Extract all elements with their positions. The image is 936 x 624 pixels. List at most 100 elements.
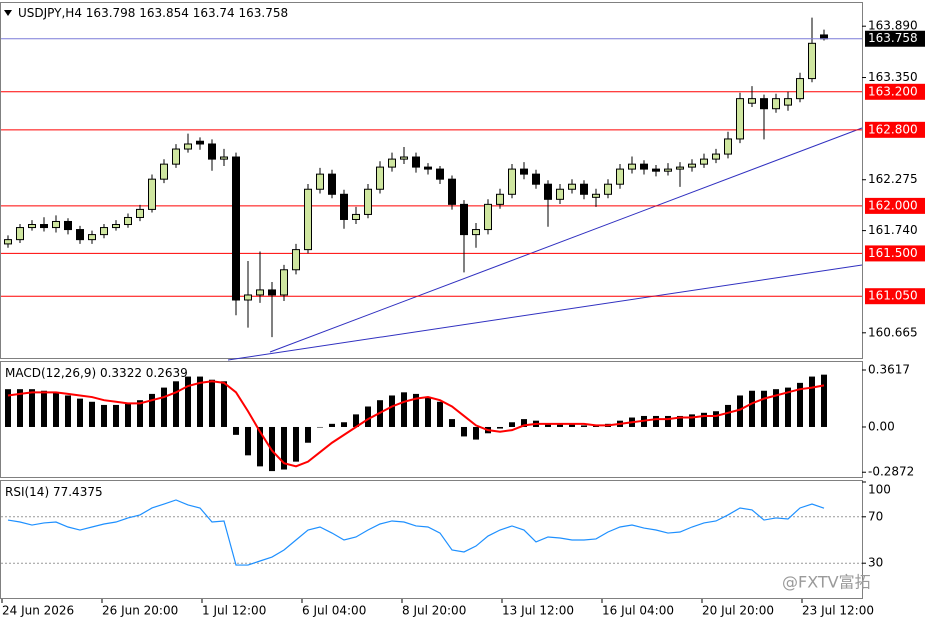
macd-bar	[29, 389, 35, 427]
price-label: 163.758	[868, 31, 918, 45]
candle-body	[604, 183, 612, 195]
macd-bar	[257, 426, 263, 467]
candle-body	[4, 239, 12, 245]
candle-body	[436, 168, 444, 180]
candle-body	[364, 188, 372, 215]
macd-bar	[125, 403, 131, 427]
candle-body	[232, 156, 240, 301]
x-tick-label: 13 Jul 12:00	[502, 604, 574, 618]
level-label-box	[865, 288, 925, 305]
macd-bar	[149, 393, 155, 427]
candle-body	[712, 153, 720, 160]
level-label-box	[865, 121, 925, 138]
macd-bar	[305, 426, 311, 443]
candle-body	[124, 216, 132, 226]
candle-body	[352, 213, 360, 220]
macd-bar	[581, 425, 587, 427]
main-panel	[0, 2, 863, 359]
x-tick-label: 20 Jul 20:00	[702, 604, 774, 618]
y-tick-label: 0.3617	[868, 363, 910, 377]
candle-body	[184, 143, 192, 150]
macd-bar	[65, 395, 71, 427]
macd-bar	[77, 398, 83, 427]
candle-body	[616, 168, 624, 185]
x-tick-label: 1 Jul 12:00	[202, 604, 266, 618]
x-tick-label: 6 Jul 04:00	[302, 604, 366, 618]
chart-title: USDJPY,H4 163.798 163.854 163.74 163.758	[18, 6, 288, 20]
candle-body	[220, 156, 228, 160]
macd-bar	[317, 426, 323, 428]
x-tick-label: 24 Jun 2026	[2, 604, 74, 618]
candle-body	[700, 158, 708, 165]
menu-triangle[interactable]	[4, 10, 12, 16]
candle-body	[628, 163, 636, 170]
candle-body	[388, 158, 396, 168]
x-tick-label: 16 Jul 04:00	[602, 604, 674, 618]
macd-bar	[173, 381, 179, 427]
macd-bar	[461, 426, 467, 437]
candle-body	[724, 138, 732, 155]
candle-body	[652, 168, 660, 172]
candle-body	[796, 78, 804, 100]
signal-line	[7, 380, 825, 468]
candle-body	[88, 234, 96, 241]
candle-body	[568, 183, 576, 190]
macd-bar	[725, 404, 731, 427]
candle-body	[280, 269, 288, 296]
macd-bar	[401, 392, 407, 427]
macd-bar	[785, 387, 791, 427]
candle-body	[208, 143, 216, 160]
macd-bar	[773, 389, 779, 427]
macd-bar	[41, 390, 47, 427]
macd-bar	[545, 423, 551, 427]
level-label-box	[865, 197, 925, 214]
rsi-title: RSI(14) 77.4375	[5, 485, 103, 499]
candle-body	[544, 183, 552, 200]
candle-body	[640, 163, 648, 170]
macd-bar	[341, 422, 347, 427]
macd-bar	[821, 374, 827, 427]
candle-body	[748, 98, 756, 104]
macd-bar	[413, 393, 419, 427]
candle-body	[136, 208, 144, 218]
level-label: 162.800	[868, 122, 918, 136]
candle-body	[400, 156, 408, 160]
macd-title: MACD(12,26,9) 0.3322 0.2639	[5, 366, 188, 380]
level-label-box	[865, 83, 925, 100]
trend-line	[269, 127, 863, 353]
candle-body	[112, 224, 120, 229]
candle-body	[292, 249, 300, 271]
y-tick-label: 163.890	[868, 19, 918, 33]
candle-body	[304, 188, 312, 251]
candle-body	[52, 220, 60, 229]
candle-body	[340, 193, 348, 220]
macd-panel	[0, 361, 863, 478]
macd-bar	[677, 415, 683, 427]
y-tick-label: 162.275	[868, 172, 918, 186]
macd-bar	[209, 379, 215, 427]
x-tick-label: 23 Jul 12:00	[802, 604, 874, 618]
macd-bar	[521, 419, 527, 427]
macd-bar	[497, 426, 503, 429]
trend-line	[227, 264, 863, 361]
rsi-panel	[0, 480, 863, 599]
macd-bar	[89, 401, 95, 427]
macd-bar	[293, 426, 299, 462]
candle-body	[460, 203, 468, 236]
candle-body	[316, 173, 324, 190]
level-label: 163.200	[868, 84, 918, 98]
y-tick-label: 100	[868, 483, 891, 497]
macd-bar	[329, 423, 335, 427]
candle-body	[532, 173, 540, 185]
macd-bar	[809, 376, 815, 427]
x-tick-label: 8 Jul 20:00	[402, 604, 466, 618]
y-tick-label: 160.665	[868, 325, 918, 339]
macd-bar	[569, 423, 575, 427]
candle-body	[148, 178, 156, 210]
candle-body	[76, 229, 84, 241]
y-tick-label: 70	[868, 509, 883, 523]
candle-body	[448, 178, 456, 205]
candle-body	[244, 294, 252, 301]
macd-bar	[653, 415, 659, 427]
